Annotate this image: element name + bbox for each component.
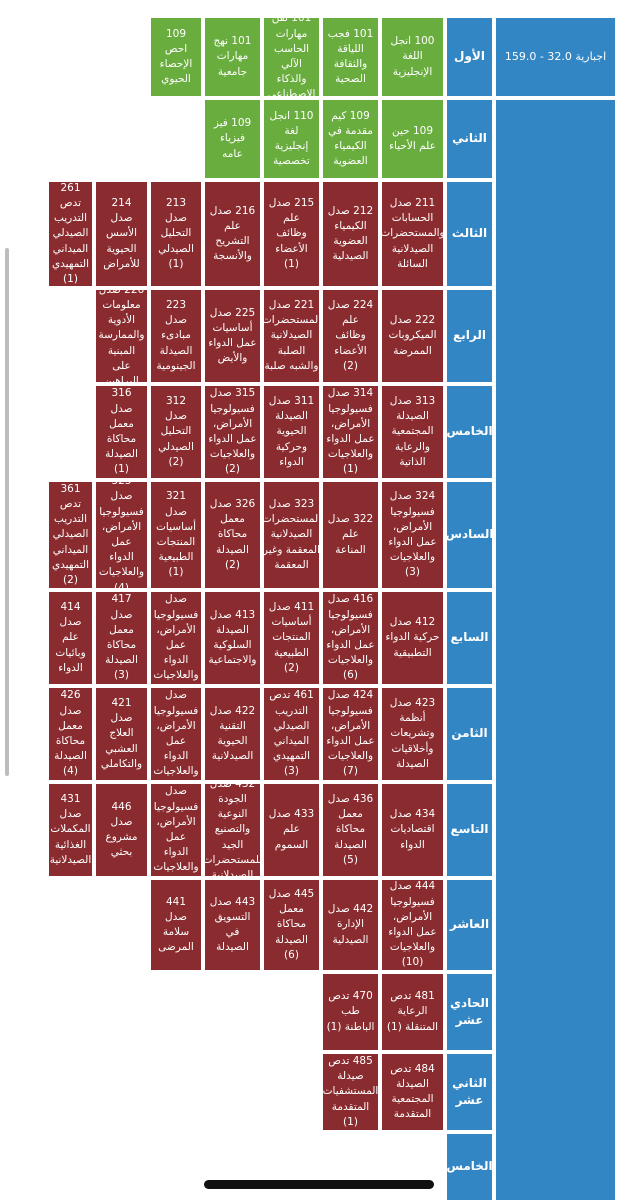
semester-label-13: الخامس [447,1134,492,1200]
course-cell: 434 صدل اقتصاديات الدواء [382,784,443,876]
course-cell: 426 صدل معمل محاكاة الصيدلة (4) [49,688,92,780]
course-cell: 221 صدل المستحضرات الصيدلانية الصلبة وال… [264,290,319,382]
course-cell: 422 صدل التقنية الحيوية الصيدلانية [205,688,260,780]
semester-label-2: الثاني [447,100,492,178]
course-cell: 470 تدص طب الباطنة (1) [323,974,378,1050]
course-cell: 215 صدل علم وظائف الأعضاء (1) [264,182,319,286]
course-cell: 412 صدل حركية الدواء التطبيقية [382,592,443,684]
course-cell: 109 فيز فيزياء عامه [205,100,260,178]
course-cell: 433 صدل علم السموم [264,784,319,876]
course-cell: 416 صدل فسيولوجيا الأمراض، عمل الدواء وا… [323,592,378,684]
course-cell: 225 صدل أساسيات عمل الدواء والأيض [205,290,260,382]
semester-label-10: العاشر [447,880,492,970]
course-cell: 414 صدل علم وبائيات الدواء [49,592,92,684]
course-cell: 261 تدص التدريب الصيدلي الميداني التمهيد… [49,182,92,286]
course-cell: 315 صدل فسيولوجيا الأمراض، عمل الدواء وا… [205,386,260,478]
course-cell: 411 صدل أساسيات المنتجات الطبيعية (2) [264,592,319,684]
course-cell: 312 صدل التحليل الصيدلي (2) [151,386,201,478]
semester-label-7: السابع [447,592,492,684]
course-cell: 101 نهج مهارات جامعية [205,18,260,96]
requirement-column [496,100,615,1200]
course-cell: 432 صدل الجودة النوعية والتصنيع الجيد لل… [205,784,260,876]
course-cell: 481 تدص الرعاية المتنقلة (1) [382,974,443,1050]
course-cell: 100 انجل اللغة الإنجليزية [382,18,443,96]
semester-label-4: الرابع [447,290,492,382]
course-cell: 425 صدل فسيولوجيا الأمراض، عمل الدواء وا… [151,688,201,780]
course-cell: 222 صدل الميكروبات الممرضة [382,290,443,382]
course-cell: 214 صدل الأسس الحيوية للأمراض [96,182,147,286]
course-cell: 101 فجب اللياقة والثقافة الصحية [323,18,378,96]
semester-label-11: الحادي عشر [447,974,492,1050]
requirement-cell: اجبارية 32.0 - 159.0 [496,18,615,96]
semester-label-6: السادس [447,482,492,588]
course-cell: 323 صدل المستحضرات الصيدلانية المعقمة وغ… [264,482,319,588]
course-cell: 361 تدص التدريب الصيدلي الميداني التمهيد… [49,482,92,588]
semester-label-8: الثامن [447,688,492,780]
course-cell: 109 كيم مقدمة في الكيمياء العضوية [323,100,378,178]
semester-label-1: الأول [447,18,492,96]
course-cell: 213 صدل التحليل الصيدلي (1) [151,182,201,286]
course-cell: 226 صدل معلومات الأدوية والممارسة المبني… [96,290,147,382]
course-cell: 415 صدل فسيولوجيا الأمراض، عمل الدواء وا… [151,592,201,684]
course-cell: 436 صدل معمل محاكاة الصيدلة (5) [323,784,378,876]
course-cell: 461 تدص التدريب الصيدلي الميداني التمهيد… [264,688,319,780]
course-cell: 216 صدل علم التشريح والأنسجة [205,182,260,286]
course-cell: 224 صدل علم وظائف الأعضاء (2) [323,290,378,382]
course-cell: 445 صدل معمل محاكاة الصيدلة (6) [264,880,319,970]
course-cell: 431 صدل المكملات الغذائية الصيدلانية [49,784,92,876]
semester-label-12: الثاني عشر [447,1054,492,1130]
course-cell: 109 احص الإحصاء الحيوي [151,18,201,96]
course-cell: 423 صدل أنظمة وتشريعات وأخلاقيات الصيدلة [382,688,443,780]
semester-label-5: الخامس [447,386,492,478]
course-cell: 421 صدل العلاج العشبي والتكاملي [96,688,147,780]
course-cell: 314 صدل فسيولوجيا الأمراض، عمل الدواء وا… [323,386,378,478]
course-cell: 446 صدل مشروع بحثي [96,784,147,876]
course-cell: 311 صدل الصيدلة الحيوية وحركية الدواء [264,386,319,478]
course-cell: 321 صدل أساسيات المنتجات الطبيعية (1) [151,482,201,588]
course-cell: 417 صدل معمل محاكاة الصيدلة (3) [96,592,147,684]
home-indicator[interactable] [204,1180,434,1189]
scrollbar[interactable] [5,248,9,776]
course-cell: 441 صدل سلامة المرضى [151,880,201,970]
course-cell: 110 انجل لغة إنجليزية تخصصية [264,100,319,178]
course-cell: 444 صدل فسيولوجيا الأمراض، عمل الدواء وا… [382,880,443,970]
course-cell: 322 صدل علم المناعة [323,482,378,588]
course-cell: 212 صدل الكيمياء العضوية الصيدلية [323,182,378,286]
course-cell: 484 تدص الصيدلة المجتمعية المتقدمة [382,1054,443,1130]
course-cell: 442 صدل الإدارة الصيدلية [323,880,378,970]
semester-label-9: التاسع [447,784,492,876]
course-cell: 101 تقن مهارات الحاسب الآلي والذكاء الاص… [264,18,319,96]
course-cell: 325 صدل فسيولوجيا الأمراض، عمل الدواء وا… [96,482,147,588]
course-cell: 326 صدل معمل محاكاة الصيدلة (2) [205,482,260,588]
course-cell: 443 صدل التسويق في الصيدلة [205,880,260,970]
course-cell: 109 حين علم الأحياء [382,100,443,178]
course-cell: 424 صدل فسيولوجيا الأمراض، عمل الدواء وا… [323,688,378,780]
course-cell: 413 صدل الصيدلة السلوكية والاجتماعية [205,592,260,684]
semester-label-3: الثالث [447,182,492,286]
course-cell: 313 صدل الصيدلة المجتمعية والرعاية الذات… [382,386,443,478]
course-cell: 316 صدل معمل محاكاة الصيدلة (1) [96,386,147,478]
course-cell: 485 تدص صيدلة المستشفيات المتقدمة (1) [323,1054,378,1130]
course-cell: 435 صدل فسيولوجيا الأمراض، عمل الدواء وا… [151,784,201,876]
course-cell: 211 صدل الحسابات والمستحضرات الصيدلانية … [382,182,443,286]
course-cell: 223 صدل مبادىء الصيدلة الجينومية [151,290,201,382]
course-cell: 324 صدل فسيولوجيا الأمراض، عمل الدواء وا… [382,482,443,588]
